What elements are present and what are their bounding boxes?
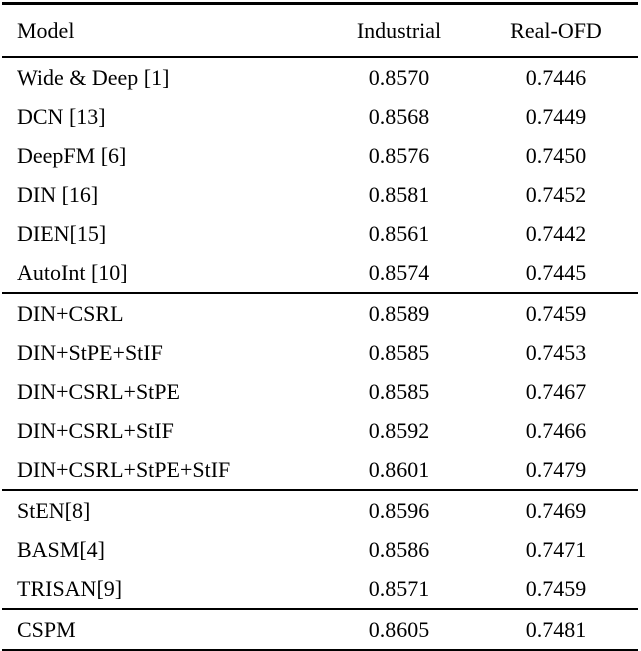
model-name-cell: DCN [13]: [17, 103, 106, 129]
table-row: DIN+StPE+StIF 0.8585 0.7453: [2, 333, 638, 372]
industrial-value-cell: 0.8592: [368, 417, 430, 443]
real-ofd-value-cell: 0.7446: [525, 64, 587, 90]
table-row: DCN [13] 0.8568 0.7449: [2, 97, 638, 136]
model-name-cell: DIN [16]: [17, 181, 99, 207]
industrial-value-cell: 0.8585: [368, 339, 430, 365]
industrial-value-cell: 0.8574: [368, 259, 430, 285]
table-row: DIN+CSRL+StIF 0.8592 0.7466: [2, 411, 638, 450]
table-row: DIN+CSRL 0.8589 0.7459: [2, 293, 638, 333]
table-row: TRISAN[9] 0.8571 0.7459: [2, 569, 638, 609]
table-row: AutoInt [10] 0.8574 0.7445: [2, 253, 638, 293]
group-baseline-models: Wide & Deep [1] 0.8570 0.7446 DCN [13] 0…: [2, 57, 638, 293]
industrial-value-cell: 0.8601: [368, 456, 430, 482]
table-row: DIN+CSRL+StPE 0.8585 0.7467: [2, 372, 638, 411]
model-name-cell: DIN+CSRL+StPE+StIF: [17, 456, 231, 482]
real-ofd-value-cell: 0.7471: [525, 536, 587, 562]
table-row: BASM[4] 0.8586 0.7471: [2, 530, 638, 569]
column-header-industrial: Industrial: [324, 3, 474, 58]
real-ofd-value-cell: 0.7453: [525, 339, 587, 365]
model-name-cell: DIN+StPE+StIF: [17, 339, 163, 365]
model-name-cell: TRISAN[9]: [17, 575, 123, 601]
industrial-value-cell: 0.8571: [368, 575, 430, 601]
industrial-value-cell: 0.8596: [368, 497, 430, 523]
industrial-value-cell: 0.8576: [368, 142, 430, 168]
model-name-cell: StEN[8]: [17, 497, 91, 523]
model-name-cell: DIN+CSRL+StPE: [17, 378, 180, 404]
industrial-value-cell: 0.8561: [368, 220, 430, 246]
table-header: Model Industrial Real-OFD: [2, 3, 638, 58]
real-ofd-value-cell: 0.7445: [525, 259, 587, 285]
table-row: Wide & Deep [1] 0.8570 0.7446: [2, 57, 638, 97]
table-row: DeepFM [6] 0.8576 0.7450: [2, 136, 638, 175]
model-name-cell: DIEN[15]: [17, 220, 107, 246]
model-name-cell: DeepFM [6]: [17, 142, 127, 168]
industrial-value-cell: 0.8605: [368, 616, 430, 642]
industrial-value-cell: 0.8581: [368, 181, 430, 207]
real-ofd-value-cell: 0.7459: [525, 575, 587, 601]
group-proposed-model: CSPM 0.8605 0.7481: [2, 609, 638, 651]
real-ofd-value-cell: 0.7479: [525, 456, 587, 482]
model-name-cell: BASM[4]: [17, 536, 106, 562]
industrial-value-cell: 0.8568: [368, 103, 430, 129]
table-row: CSPM 0.8605 0.7481: [2, 609, 638, 651]
header-row: Model Industrial Real-OFD: [2, 3, 638, 58]
industrial-value-cell: 0.8589: [368, 300, 430, 326]
table-row: StEN[8] 0.8596 0.7469: [2, 490, 638, 530]
industrial-value-cell: 0.8585: [368, 378, 430, 404]
real-ofd-value-cell: 0.7449: [525, 103, 587, 129]
real-ofd-value-cell: 0.7466: [525, 417, 587, 443]
model-name-cell: AutoInt [10]: [17, 259, 128, 285]
real-ofd-value-cell: 0.7442: [525, 220, 587, 246]
model-name-cell: DIN+CSRL+StIF: [17, 417, 174, 443]
real-ofd-value-cell: 0.7469: [525, 497, 587, 523]
real-ofd-value-cell: 0.7459: [525, 300, 587, 326]
group-ablation-variants: DIN+CSRL 0.8589 0.7459 DIN+StPE+StIF 0.8…: [2, 293, 638, 490]
table-row: DIN+CSRL+StPE+StIF 0.8601 0.7479: [2, 450, 638, 490]
table-row: DIN [16] 0.8581 0.7452: [2, 175, 638, 214]
real-ofd-value-cell: 0.7467: [525, 378, 587, 404]
table-row: DIEN[15] 0.8561 0.7442: [2, 214, 638, 253]
column-header-real-ofd: Real-OFD: [474, 3, 638, 58]
real-ofd-value-cell: 0.7481: [525, 616, 587, 642]
industrial-value-cell: 0.8586: [368, 536, 430, 562]
model-name-cell: CSPM: [17, 616, 76, 642]
industrial-value-cell: 0.8570: [368, 64, 430, 90]
real-ofd-value-cell: 0.7450: [525, 142, 587, 168]
column-header-model: Model: [2, 3, 324, 58]
real-ofd-value-cell: 0.7452: [525, 181, 587, 207]
group-spatiotemporal-baselines: StEN[8] 0.8596 0.7469 BASM[4] 0.8586 0.7…: [2, 490, 638, 609]
model-name-cell: Wide & Deep [1]: [17, 64, 170, 90]
model-name-cell: DIN+CSRL: [17, 300, 124, 326]
